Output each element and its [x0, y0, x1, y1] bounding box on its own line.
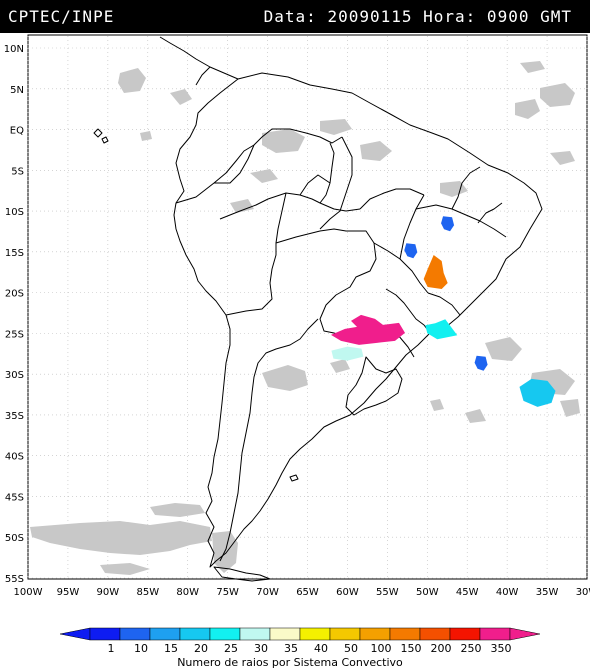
- lon-tick-label: 70W: [256, 587, 279, 598]
- legend-swatch: [389, 627, 421, 641]
- legend-label: 250: [461, 642, 482, 655]
- lon-tick-label: 90W: [97, 587, 120, 598]
- legend-swatch: [419, 627, 451, 641]
- lat-tick-label: 35S: [5, 411, 24, 422]
- legend-label: 35: [284, 642, 298, 655]
- lat-tick-label: 10N: [4, 44, 24, 55]
- legend-swatch: [329, 627, 361, 641]
- legend-swatch: [359, 627, 391, 641]
- cloud-cover: [30, 61, 580, 575]
- lon-tick-label: 50W: [416, 587, 439, 598]
- lat-tick-label: 20S: [5, 289, 24, 300]
- convective-system-10: [441, 216, 455, 232]
- lat-tick-label: 15S: [5, 248, 24, 259]
- lon-tick-label: 40W: [496, 587, 519, 598]
- lat-tick-label: 30S: [5, 370, 24, 381]
- legend-swatch: [449, 627, 481, 641]
- legend-label: 150: [401, 642, 422, 655]
- lat-tick-label: 50S: [5, 533, 24, 544]
- lon-tick-label: 30W: [576, 587, 590, 598]
- lat-tick-label: 5S: [11, 166, 24, 177]
- convective-system-150: [423, 255, 448, 290]
- legend-label: 200: [431, 642, 452, 655]
- lat-tick-label: EQ: [10, 126, 24, 137]
- legend-label: 100: [371, 642, 392, 655]
- legend-swatch: [269, 627, 301, 641]
- lon-tick-label: 55W: [376, 587, 399, 598]
- map-header: CPTEC/INPE Data: 20090115 Hora: 0900 GMT: [0, 0, 590, 33]
- lon-tick-label: 80W: [176, 587, 199, 598]
- legend-swatch: [239, 627, 271, 641]
- lat-tick-label: 45S: [5, 492, 24, 503]
- lon-tick-label: 35W: [536, 587, 559, 598]
- convective-system-350: [330, 314, 405, 345]
- legend-label: 25: [224, 642, 238, 655]
- lat-tick-label: 25S: [5, 329, 24, 340]
- lon-tick-label: 95W: [57, 587, 80, 598]
- lat-tick-label: 5N: [10, 85, 24, 96]
- lon-tick-label: 60W: [336, 587, 359, 598]
- convective-system-25: [425, 319, 458, 340]
- date-time-label: Data: 20090115 Hora: 0900 GMT: [263, 7, 572, 26]
- legend-swatch: [209, 627, 241, 641]
- legend-arrow-right: [509, 627, 541, 641]
- convective-systems: [330, 216, 556, 407]
- convective-system-10: [474, 355, 488, 371]
- legend-title: Numero de raios por Sistema Convectivo: [177, 656, 403, 669]
- lat-tick-label: 40S: [5, 452, 24, 463]
- lon-tick-label: 75W: [216, 587, 239, 598]
- legend-label: 15: [164, 642, 178, 655]
- legend-swatch: [89, 627, 121, 641]
- legend-label: 1: [108, 642, 115, 655]
- legend-swatch: [149, 627, 181, 641]
- source-label: CPTEC/INPE: [8, 7, 115, 26]
- legend-label: 30: [254, 642, 268, 655]
- lat-tick-label: 55S: [5, 574, 24, 585]
- lon-tick-label: 100W: [14, 587, 43, 598]
- lightning-legend: 1 10 15 20 25 30 35 40 50 100 150 200 250 350 Numero …: [59, 627, 541, 669]
- lon-tick-label: 45W: [456, 587, 479, 598]
- legend-label: 50: [344, 642, 358, 655]
- legend-swatch: [119, 627, 151, 641]
- legend-swatch: [479, 627, 511, 641]
- legend-label: 350: [491, 642, 512, 655]
- legend-arrow-left: [59, 627, 91, 641]
- coastline: [93, 36, 543, 582]
- convective-system-30: [331, 346, 364, 361]
- legend-label: 20: [194, 642, 208, 655]
- convective-system-20: [519, 378, 556, 407]
- lon-tick-label: 65W: [296, 587, 319, 598]
- legend-label: 40: [314, 642, 328, 655]
- lightning-map: 10N5NEQ5S10S15S20S25S30S35S40S45S50S55S …: [4, 34, 590, 598]
- legend-label: 10: [134, 642, 148, 655]
- legend-swatch: [179, 627, 211, 641]
- lon-tick-label: 85W: [136, 587, 159, 598]
- legend-swatch: [299, 627, 331, 641]
- convective-system-10: [404, 243, 418, 259]
- lat-tick-label: 10S: [5, 207, 24, 218]
